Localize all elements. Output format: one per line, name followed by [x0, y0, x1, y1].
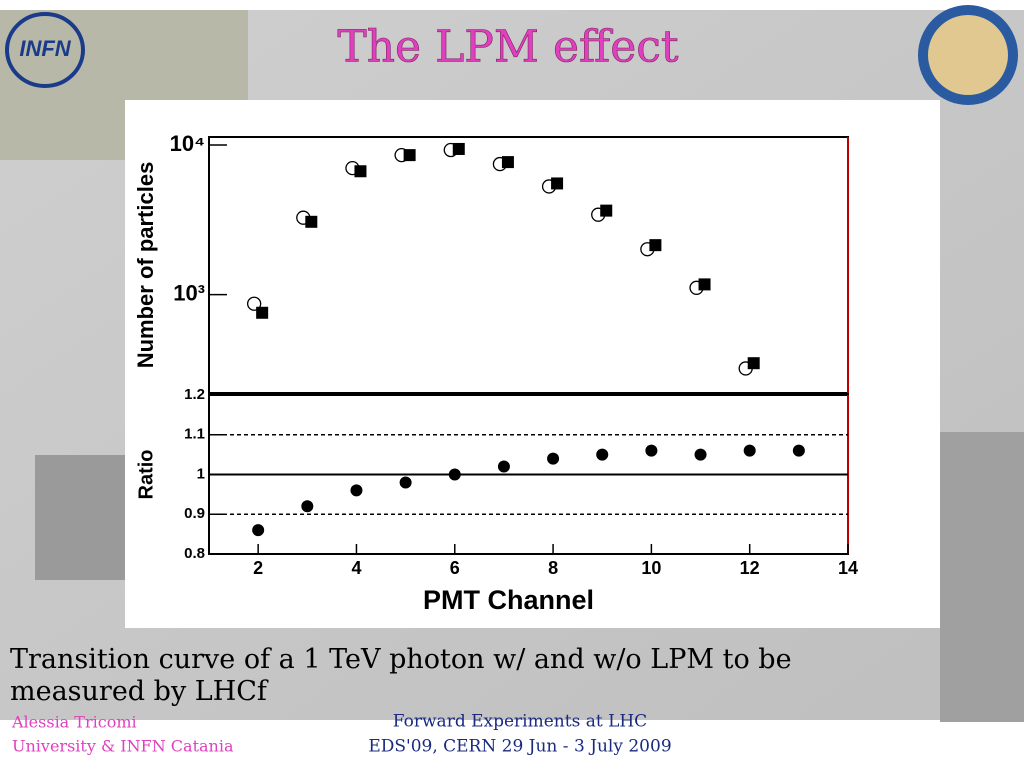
y-axis-label: Ratio: [135, 450, 157, 500]
circle-marker: [743, 444, 756, 457]
logo-ring: [5, 12, 85, 88]
x-tick-label: 2: [253, 558, 263, 578]
event: EDS'09, CERN 29 Jun - 3 July 2009: [368, 737, 671, 757]
background-photo: [940, 432, 1024, 722]
conference: Forward Experiments at LHC: [393, 712, 647, 732]
circle-marker: [645, 444, 658, 457]
background-photo: [35, 455, 125, 580]
circle-marker: [497, 460, 510, 473]
caption: Transition curve of a 1 TeV photon w/ an…: [10, 644, 792, 707]
circle-marker: [547, 452, 560, 465]
circle-marker: [301, 500, 314, 513]
square-marker: [747, 357, 760, 370]
y-tick-label: 0.9: [184, 505, 205, 522]
x-tick-label: 14: [838, 558, 858, 578]
logo: INFN: [19, 36, 71, 61]
square-marker: [551, 177, 564, 190]
circle-marker: [350, 484, 363, 497]
y-tick-label: 1.2: [184, 386, 205, 403]
y-axis-label: Number of particles: [133, 162, 158, 369]
author: Alessia Tricomi: [11, 713, 137, 732]
square-marker: [649, 239, 662, 252]
square-marker: [354, 165, 367, 178]
x-tick-label: 4: [351, 558, 361, 578]
square-marker: [256, 306, 269, 319]
slide-title: The LPM effect: [337, 22, 679, 73]
circle-marker: [596, 448, 609, 461]
x-axis-label: PMT Channel: [423, 585, 594, 615]
y-tick-label: 10³: [173, 280, 205, 305]
y-tick-label: 10⁴: [170, 131, 205, 156]
seal: [928, 15, 1008, 95]
circle-marker: [792, 444, 805, 457]
y-tick-label: 1.1: [184, 426, 205, 443]
x-tick-label: 8: [548, 558, 558, 578]
x-tick-label: 10: [641, 558, 661, 578]
square-marker: [600, 204, 613, 217]
circle-marker: [399, 476, 412, 489]
circle-marker: [694, 448, 707, 461]
y-tick-label: 1: [197, 465, 205, 482]
square-marker: [305, 215, 318, 228]
x-tick-label: 12: [740, 558, 760, 578]
x-tick-label: 6: [450, 558, 460, 578]
affiliation: University & INFN Catania: [12, 737, 234, 756]
caption-box: Transition curve of a 1 TeV photon w/ an…: [10, 644, 792, 707]
y-tick-label: 0.8: [184, 545, 205, 562]
circle-marker: [252, 524, 265, 537]
charts: 10³ 10⁴ Number of particles 0.8 0.9 1 1.1 1.2 2 4…: [133, 131, 858, 615]
square-marker: [501, 156, 514, 169]
square-marker: [403, 149, 416, 162]
chart-panel: [125, 100, 940, 628]
square-marker: [698, 278, 711, 291]
circle-marker: [448, 468, 461, 481]
square-marker: [452, 142, 465, 155]
